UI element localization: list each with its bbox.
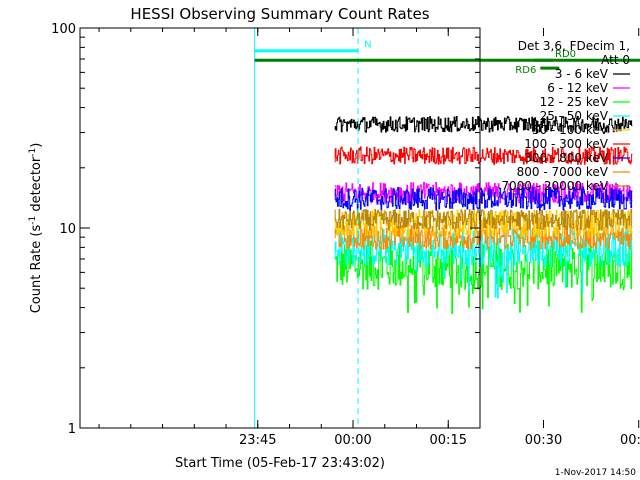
plot-frame <box>79 27 481 429</box>
plot-data-layer <box>334 116 633 314</box>
flag-label: N <box>364 40 371 51</box>
y-tick-label: 100 <box>51 22 76 37</box>
series-line-9 <box>334 208 633 231</box>
legend-label-9: 7000 - 20000 keV <box>501 179 608 193</box>
y-axis-label-sup2: -1 <box>28 148 38 157</box>
flag-overlays: NSRD0RD6 <box>254 28 640 428</box>
series-line-8 <box>334 224 633 250</box>
x-tick-label: 00:45 <box>620 433 640 448</box>
y-axis-label: Count Rate (s-1 detector-1) <box>28 143 44 314</box>
legend-label-3: 12 - 25 keV <box>540 95 609 109</box>
legend-label-5: 50 - 100 keV <box>532 123 609 137</box>
axes-layer: 23:4500:0000:1500:3000:4501:0001:1511010… <box>51 22 640 448</box>
chart-title: HESSI Observing Summary Count Rates <box>130 5 429 23</box>
x-tick-label: 00:00 <box>334 433 371 448</box>
y-axis-label-sup: -1 <box>28 216 38 225</box>
legend-header-line1: Det 3,6, FDecim 1, <box>518 39 630 53</box>
y-tick-label: 1 <box>68 422 76 437</box>
series-line-4 <box>334 227 633 299</box>
x-tick-label: 00:30 <box>525 433 562 448</box>
legend-label-1: 3 - 6 keV <box>555 67 609 81</box>
legend-label-6: 100 - 300 keV <box>524 137 608 151</box>
y-axis-label-main: Count Rate (s <box>29 225 44 314</box>
x-axis-label: Start Time (05-Feb-17 23:43:02) <box>175 456 385 471</box>
legend-label-7: 300 - 800 keV <box>524 151 608 165</box>
y-axis-label-mid: detector <box>29 156 44 216</box>
y-axis-label-end: ) <box>29 143 44 148</box>
series-line-6 <box>334 146 633 165</box>
flag-label: RD0 <box>555 49 576 60</box>
x-tick-label: 23:45 <box>239 433 276 448</box>
legend-label-8: 800 - 7000 keV <box>517 165 609 179</box>
legend-header-line2: Att 0 <box>601 53 630 67</box>
flag-label: RD6 <box>515 65 536 76</box>
legend-label-4: 25 - 50 keV <box>540 109 609 123</box>
legend-label-2: 6 - 12 keV <box>547 81 609 95</box>
series-line-1 <box>334 116 633 133</box>
series-line-7 <box>334 187 633 211</box>
y-tick-label: 10 <box>59 222 76 237</box>
x-tick-label: 00:15 <box>430 433 467 448</box>
timestamp: 1-Nov-2017 14:50 <box>555 468 637 478</box>
